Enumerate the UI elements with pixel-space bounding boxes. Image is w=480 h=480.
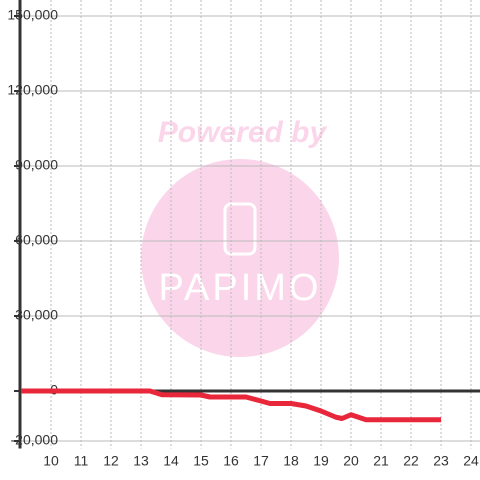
x-tick-label: 12 — [103, 453, 119, 469]
watermark-circle — [141, 159, 339, 357]
series-line — [21, 388, 441, 423]
x-tick-label: 17 — [253, 453, 269, 469]
x-tick-label: 11 — [74, 453, 89, 469]
x-tick-label: 16 — [223, 453, 239, 469]
x-tick-label: 15 — [193, 453, 209, 469]
watermark-logo: PAPIMO — [159, 267, 322, 309]
y-tick-label: 30,000 — [15, 307, 58, 323]
x-tick-label: 18 — [283, 453, 299, 469]
x-tick-label: 14 — [163, 453, 179, 469]
x-tick-label: 20 — [343, 453, 359, 469]
y-tick-label: 90,000 — [15, 157, 58, 173]
x-tick-label: 22 — [403, 453, 419, 469]
watermark-icon — [223, 202, 257, 256]
x-tick-label: 19 — [313, 453, 329, 469]
x-tick-label: 13 — [133, 453, 149, 469]
y-tick-label: 120,000 — [7, 82, 58, 98]
y-tick-label: 60,000 — [15, 232, 58, 248]
x-tick-label: 21 — [373, 453, 389, 469]
x-tick-label: 23 — [433, 453, 449, 469]
watermark-text: Powered by — [158, 116, 328, 149]
y-tick-label: 150,000 — [7, 7, 58, 23]
y-tick-label: -20,000 — [11, 432, 59, 448]
x-tick-label: 10 — [43, 453, 59, 469]
x-tick-label: 24 — [463, 453, 479, 469]
